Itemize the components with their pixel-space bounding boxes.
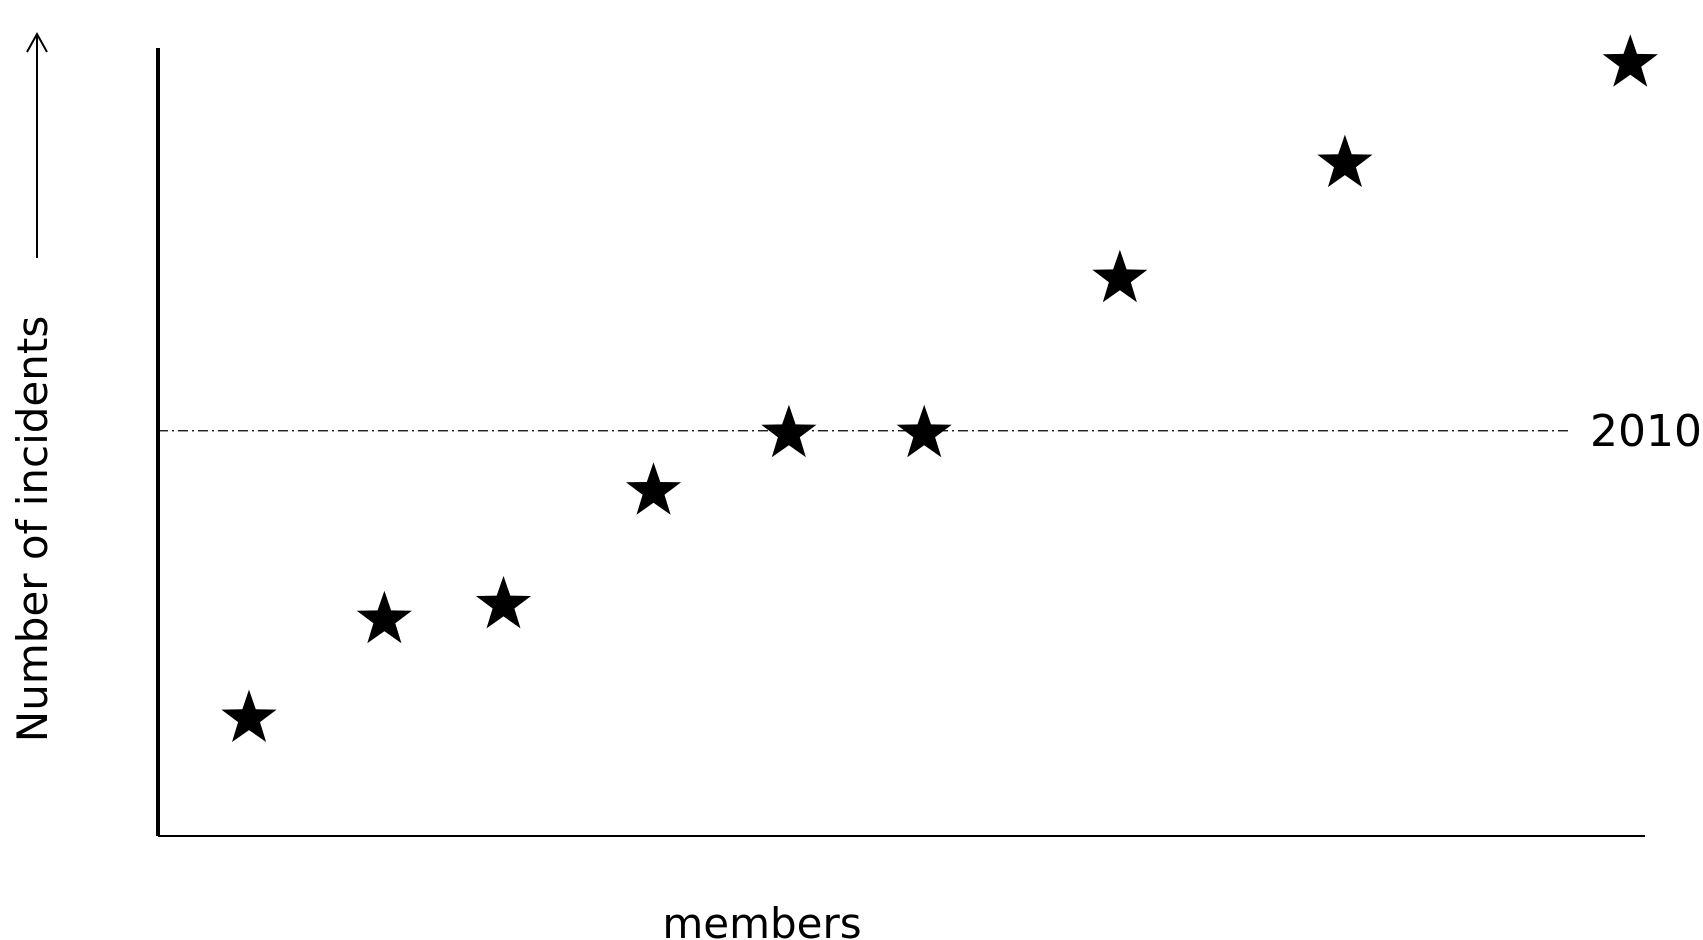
data-point-4 [626, 462, 682, 515]
data-point-5 [761, 404, 817, 458]
data-point-9 [1602, 34, 1658, 87]
data-point-6 [896, 404, 952, 458]
data-point-7 [1092, 249, 1148, 303]
y-axis-label: Number of incidents [8, 316, 57, 742]
data-point-2 [356, 590, 412, 644]
data-point-3 [475, 575, 532, 629]
x-axis-label: members [662, 899, 861, 940]
data-points [221, 34, 1658, 742]
y-axis-arrow-head [26, 31, 48, 53]
reference-line-label: 2010 [1590, 406, 1702, 457]
data-point-8 [1317, 134, 1373, 188]
data-point-1 [221, 689, 277, 742]
